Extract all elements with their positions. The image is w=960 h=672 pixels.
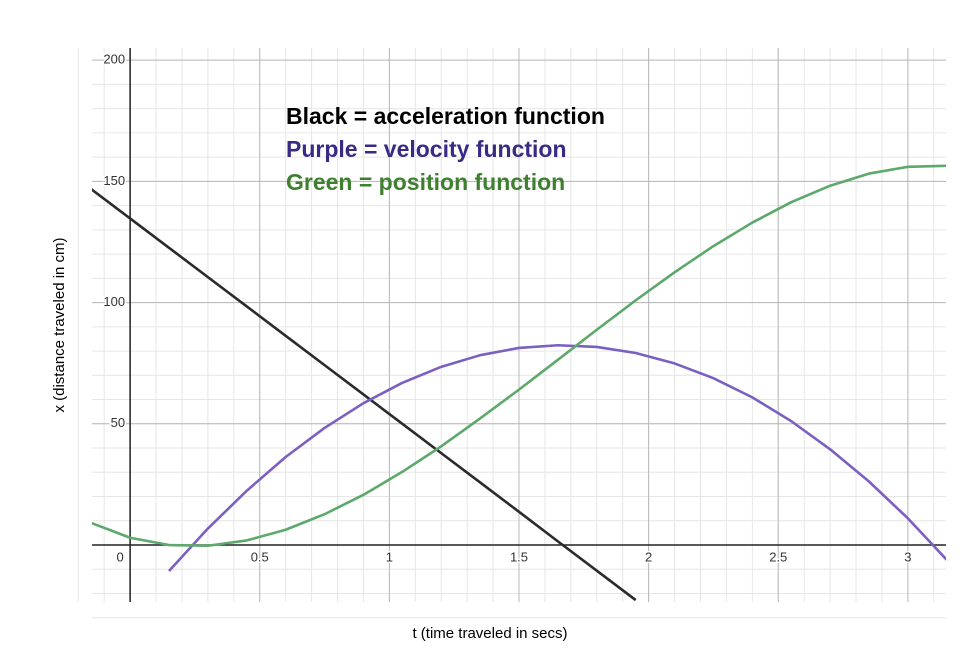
plot-area <box>92 164 946 602</box>
series-line <box>92 188 637 602</box>
y-tick-label: 100 <box>103 294 125 309</box>
x-axis-label: t (time traveled in secs) <box>412 625 567 642</box>
y-axis-label: x (distance traveled in cm) <box>51 237 68 412</box>
y-tick-label: 150 <box>103 173 125 188</box>
legend-entry: Green = position function <box>286 169 565 195</box>
x-tick-label: 1.5 <box>510 549 528 564</box>
x-tick-label: 0 <box>116 549 123 564</box>
legend-entry: Black = acceleration function <box>286 103 605 129</box>
x-tick-label: 0.5 <box>251 549 269 564</box>
x-tick-label: 2 <box>645 549 652 564</box>
x-tick-label: 3 <box>904 549 911 564</box>
legend-entry: Purple = velocity function <box>286 136 567 162</box>
y-tick-label: 50 <box>111 415 125 430</box>
x-tick-label: 2.5 <box>769 549 787 564</box>
series-line <box>168 343 946 572</box>
labels: 0 0.5 1 1.5 2 2.5 3 50 100 150 200 Black = accelera… <box>102 50 913 566</box>
y-tick-label: 200 <box>103 52 125 67</box>
grid <box>77 48 946 619</box>
x-tick-label: 1 <box>386 549 393 564</box>
series-line <box>92 164 946 548</box>
